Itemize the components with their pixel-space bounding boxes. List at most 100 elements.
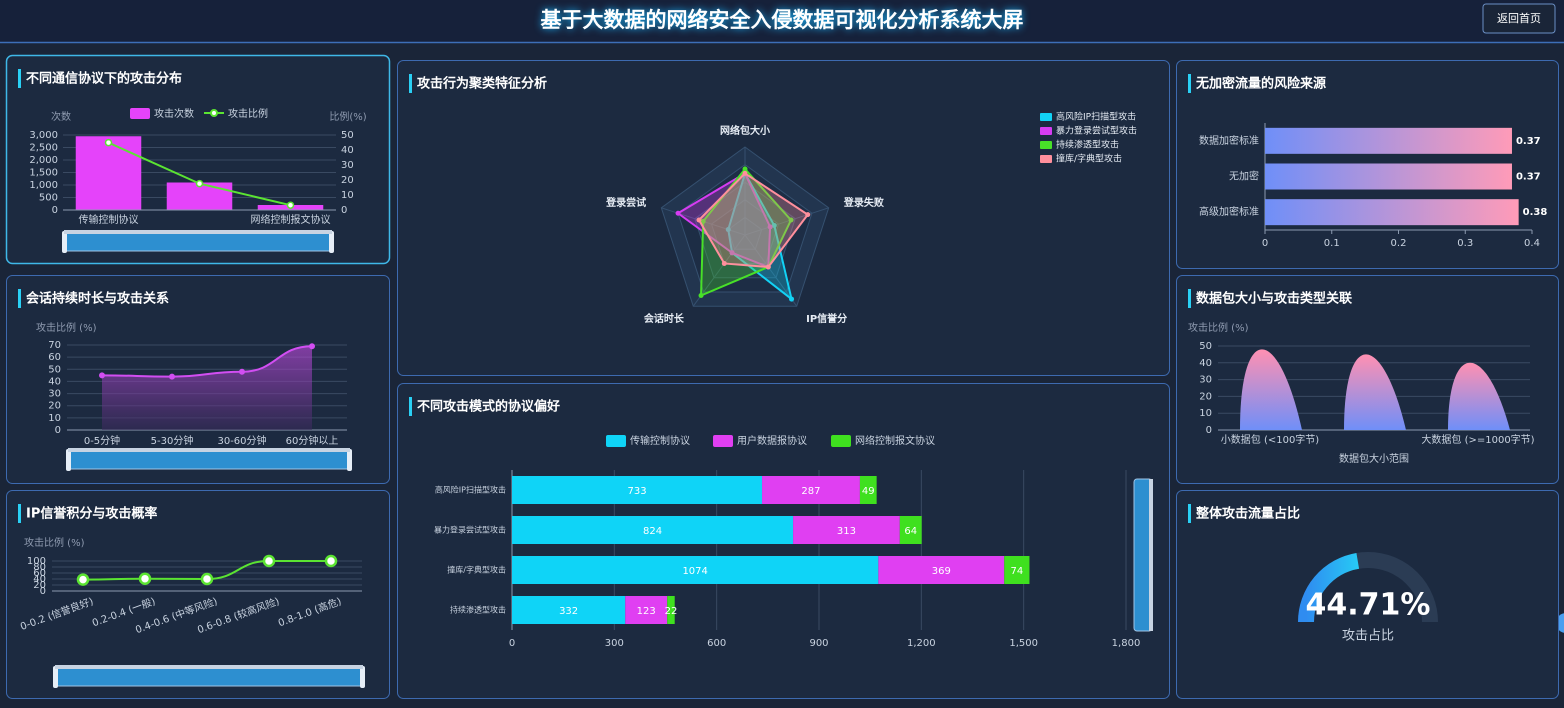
y-tick-label: 1,500 — [29, 168, 58, 179]
line-point — [324, 554, 338, 568]
legend-label: 网络控制报文协议 — [855, 434, 935, 447]
radar-indicator: 会话时长 — [644, 312, 685, 325]
bar-label: 824 — [643, 526, 662, 537]
panel-title-bar — [1188, 74, 1191, 93]
zoom-slider-bar — [55, 665, 363, 669]
y-axis-label: 次数 — [51, 110, 71, 123]
zoom-slider-handle — [329, 231, 334, 253]
panel-title-bar — [18, 289, 21, 308]
bar-label: 22 — [665, 606, 678, 617]
bar-label: 0.38 — [1523, 207, 1548, 218]
radar-point — [742, 170, 748, 176]
page-title: 基于大数据的网络安全入侵数据可视化分析系统大屏 — [541, 8, 1024, 32]
legend-label: 攻击比例 — [228, 107, 268, 120]
y-tick-label: 2,000 — [29, 155, 58, 166]
y-tick-label: 50 — [1199, 341, 1212, 352]
x-tick-label: 0.3 — [1457, 238, 1473, 249]
y-tick-label: 500 — [39, 193, 58, 204]
bar-label: 74 — [1010, 566, 1023, 577]
bar-label: 369 — [932, 566, 951, 577]
radar-point — [698, 293, 704, 299]
legend-swatch — [831, 435, 851, 447]
panel — [6, 490, 390, 699]
bar-label: 313 — [837, 526, 856, 537]
gauge-value-label: 44.71% — [1306, 588, 1431, 623]
zoom-slider-handle — [360, 666, 365, 688]
radar-point — [788, 217, 794, 223]
home-button[interactable]: 返回首页 — [1482, 3, 1556, 34]
y-tick-label: 0 — [52, 205, 58, 216]
line-point — [104, 138, 113, 147]
line-point — [239, 368, 245, 375]
x-tick-label: 小数据包 (<100字节) — [1221, 433, 1320, 446]
radar-area — [676, 171, 772, 269]
bar-segment — [625, 596, 668, 624]
x-tick-label: 900 — [809, 638, 828, 649]
radar-point — [729, 250, 735, 256]
line-point — [76, 573, 90, 586]
y-tick-label: 暴力登录尝试型攻击 — [434, 525, 506, 535]
y-tick-label: 30 — [48, 389, 61, 400]
x-tick-label: 1,800 — [1112, 638, 1141, 649]
y2-axis-label: 比例(%) — [329, 110, 366, 123]
fin-bar — [1344, 354, 1406, 430]
panel-title: 攻击行为聚类特征分析 — [417, 76, 547, 92]
home-button-label[interactable]: 返回首页 — [1497, 11, 1541, 25]
zoom-slider-handle — [62, 231, 67, 253]
panel-title-bar — [18, 69, 21, 88]
y-tick-label: 高风险IP扫描型攻击 — [435, 485, 506, 495]
y-tick-label: 40 — [33, 574, 46, 585]
radar-point — [675, 210, 681, 216]
panel-title-bar — [18, 504, 21, 523]
radar-point — [805, 212, 811, 218]
radar-point — [767, 224, 773, 230]
y-tick-label: 40 — [1199, 358, 1212, 369]
home-button-box[interactable] — [1482, 3, 1556, 34]
radar-point — [789, 296, 795, 302]
legend-swatch — [1040, 127, 1052, 135]
bar — [75, 136, 142, 210]
line-point — [195, 179, 204, 188]
bar-segment — [793, 516, 900, 544]
bar — [1265, 199, 1519, 226]
y-tick-label: 0 — [55, 425, 61, 436]
y-tick-label: 20 — [48, 401, 61, 412]
y-tick-label: 3,000 — [29, 130, 58, 141]
legend-swatch — [713, 435, 733, 447]
panel-title: IP信誉积分与攻击概率 — [26, 506, 157, 522]
line-point — [262, 554, 276, 568]
bar-segment — [512, 516, 794, 544]
bar-segment — [762, 476, 860, 504]
legend-swatch — [1040, 113, 1052, 121]
radar-point — [771, 222, 777, 228]
bar-segment — [667, 596, 675, 624]
zoom-slider-bar — [64, 230, 332, 234]
bar-segment — [512, 556, 879, 584]
bar-label: 0.37 — [1516, 136, 1541, 147]
line-point — [138, 572, 152, 585]
header-bar — [0, 0, 1564, 42]
x-tick-label: 网络控制报文协议 — [251, 213, 331, 226]
y-tick-label: 持续渗透型攻击 — [450, 605, 506, 615]
radar-point — [721, 260, 727, 266]
line-point — [169, 373, 175, 380]
y-tick-label: 40 — [48, 376, 61, 387]
y-tick-label: 0 — [1206, 425, 1212, 436]
y-tick-label: 60 — [33, 568, 46, 579]
y-tick-label: 撞库/字典型攻击 — [447, 565, 506, 575]
y-tick-label: 20 — [1199, 391, 1212, 402]
x-tick-label: 大数据包 (>=1000字节) — [1421, 433, 1534, 446]
x-tick-label: 1,500 — [1009, 638, 1038, 649]
y-tick-label: 2,500 — [29, 143, 58, 154]
x-tick-label: 0-5分钟 — [84, 434, 120, 447]
legend-label: 撞库/字典型攻击 — [1056, 153, 1122, 165]
area — [102, 346, 312, 430]
x-tick-label: 0.2 — [1391, 238, 1407, 249]
legend-swatch — [210, 109, 218, 117]
radar-indicator: IP信誉分 — [806, 312, 847, 325]
radar-indicator: 网络包大小 — [720, 124, 770, 137]
line-point — [309, 343, 315, 350]
y-tick-label: 0 — [341, 205, 347, 216]
x-tick-label: 0 — [1262, 238, 1268, 249]
bar-label: 123 — [637, 606, 656, 617]
